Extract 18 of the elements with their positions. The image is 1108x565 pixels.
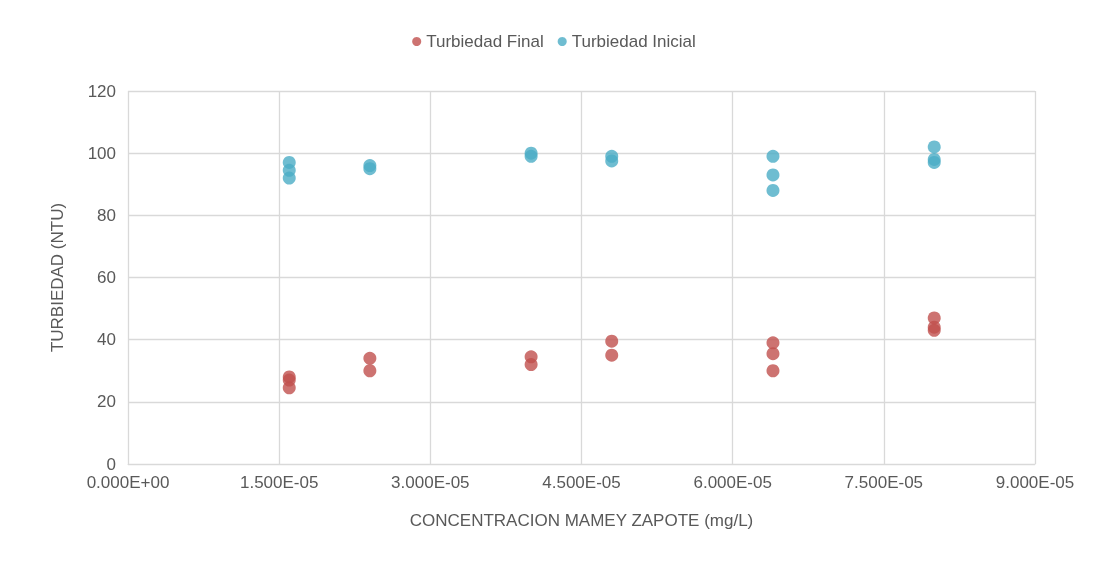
- y-tick-label: 40: [97, 330, 116, 350]
- x-tick-label: 4.500E-05: [542, 473, 621, 492]
- x-tick-label: 0.000E+00: [86, 473, 170, 492]
- y-tick-label: 120: [87, 81, 116, 101]
- y-tick-label: 20: [97, 392, 116, 412]
- y-tick-label: 100: [87, 143, 116, 163]
- y-tick-label: 80: [97, 205, 116, 225]
- legend-label: Turbiedad Final: [426, 32, 544, 51]
- x-tick-label: 1.500E-05: [239, 473, 319, 492]
- x-tick-label: 9.000E-05: [995, 473, 1075, 492]
- x-tick-label: 7.500E-05: [844, 473, 924, 492]
- x-tick-label: 3.000E-05: [391, 473, 470, 492]
- x-tick-label: 6.000E-05: [693, 473, 772, 492]
- y-tick-label: 60: [97, 268, 116, 287]
- y-tick-label: 0: [106, 454, 116, 474]
- legend-label: Turbiedad Inicial: [571, 32, 696, 51]
- y-axis-title: TURBIEDAD (NTU): [48, 202, 67, 353]
- x-axis-title: CONCENTRACION MAMEY ZAPOTE (mg/L): [409, 511, 754, 530]
